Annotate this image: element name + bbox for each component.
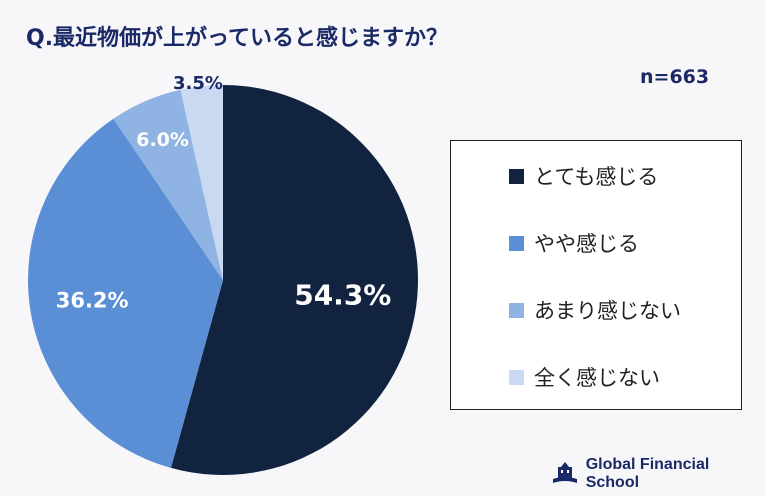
legend-swatch [509, 369, 524, 385]
legend-swatch [509, 302, 524, 318]
pie-slice-3 [180, 85, 223, 280]
sample-size: n=663 [640, 66, 710, 88]
legend-item: あまり感じない [509, 295, 681, 325]
brand-name: Global Financial School [585, 456, 710, 491]
legend-item: とても感じる [509, 161, 658, 191]
data-label-1: 36.2% [56, 289, 129, 313]
legend: とても感じる やや感じるあまり感じない 全く感じない [450, 140, 742, 410]
pie-slice-1 [28, 118, 223, 468]
chart-title: Q.最近物価が上がっていると感じますか？ [26, 26, 448, 51]
data-label-2: 6.0% [136, 129, 189, 151]
legend-swatch [509, 235, 524, 251]
legend-item: 全く感じない [509, 362, 660, 392]
legend-label: あまり感じない [534, 299, 681, 323]
legend-label: とても感じる [534, 165, 659, 189]
brand-logo: Global Financial School [552, 456, 765, 492]
legend-item: やや感じる [509, 228, 639, 258]
pie-slice-2 [113, 89, 223, 280]
legend-swatch [509, 168, 524, 184]
pie-slice-0 [170, 85, 418, 475]
legend-label: 全く感じない [534, 366, 660, 390]
school-logo-icon [553, 462, 577, 483]
data-label-0: 54.3% [294, 278, 391, 311]
legend-label: やや感じる [534, 232, 639, 256]
data-label-3: 3.5% [173, 73, 223, 94]
